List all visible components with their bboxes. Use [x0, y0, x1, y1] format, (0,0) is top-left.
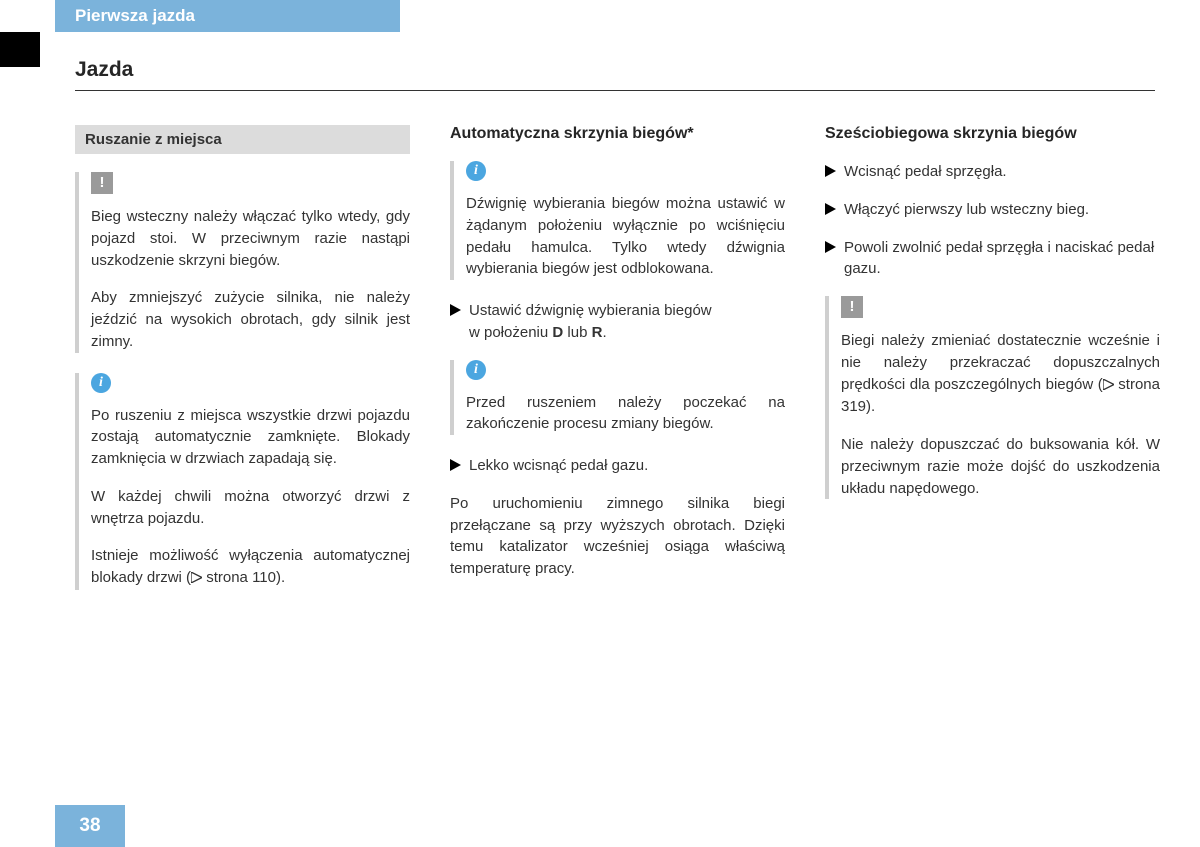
text-fragment: lub	[563, 324, 591, 341]
warning-text: Aby zmniejszyć zużycie silnika, nie nale…	[91, 287, 410, 352]
info-note: i Przed ruszeniem należy poczekać na zak…	[450, 360, 785, 436]
instruction-step: Powoli zwolnić pedał sprzęgła i naciskać…	[825, 237, 1160, 281]
chapter-title: Pierwsza jazda	[75, 6, 195, 25]
info-note: i Po ruszeniu z miejsca wszystkie drzwi …	[75, 373, 410, 590]
info-text: Po ruszeniu z miejsca wszystkie drzwi po…	[91, 405, 410, 470]
info-icon: i	[91, 373, 111, 393]
page-number: 38	[55, 805, 125, 847]
column-3: Sześciobiegowa skrzynia biegów Wcisnąć p…	[825, 125, 1160, 610]
info-icon: i	[466, 360, 486, 380]
step-text: Wcisnąć pedał sprzęgła.	[844, 161, 1007, 183]
gear-d: D	[552, 324, 563, 341]
side-tab	[0, 32, 40, 67]
info-text: W każdej chwili można otworzyć drzwi z w…	[91, 486, 410, 530]
text-fragment: strona 110).	[202, 569, 285, 586]
text-fragment: .	[602, 324, 606, 341]
chapter-header: Pierwsza jazda	[55, 0, 400, 32]
page-ref-icon	[191, 568, 202, 590]
step-bullet-icon	[825, 165, 836, 183]
gear-r: R	[592, 324, 603, 341]
info-icon: i	[466, 161, 486, 181]
info-text: Dźwignię wybierania biegów można ustawić…	[466, 193, 785, 280]
column-1: Ruszanie z miejsca ! Bieg wsteczny należ…	[75, 125, 410, 610]
warning-text: Biegi należy zmieniać dostatecznie wcześ…	[841, 330, 1160, 418]
page-number-text: 38	[79, 815, 100, 836]
content-columns: Ruszanie z miejsca ! Bieg wsteczny należ…	[75, 125, 1160, 610]
warning-icon: !	[841, 296, 863, 318]
step-text: Powoli zwolnić pedał sprzęgła i naciskać…	[844, 237, 1160, 281]
section-title: Jazda	[75, 58, 133, 82]
step-text: Ustawić dźwignię wybierania biegów w poł…	[469, 300, 785, 344]
step-text: Włączyć pierwszy lub wsteczny bieg.	[844, 199, 1089, 221]
step-text: Lekko wcisnąć pedał gazu.	[469, 455, 648, 477]
page-ref-icon	[1103, 375, 1114, 397]
instruction-step: Ustawić dźwignię wybierania biegów w poł…	[450, 300, 785, 344]
warning-note: ! Biegi należy zmieniać dostatecznie wcz…	[825, 296, 1160, 499]
warning-text: Nie należy dopuszczać do buksowania kół.…	[841, 434, 1160, 499]
info-note: i Dźwignię wybierania biegów można ustaw…	[450, 161, 785, 280]
info-text: Istnieje możliwość wyłączenia automatycz…	[91, 545, 410, 590]
subsection-heading: Sześciobiegowa skrzynia biegów	[825, 125, 1160, 143]
subsection-heading: Automatyczna skrzynia biegów*	[450, 125, 785, 143]
step-bullet-icon	[825, 241, 836, 281]
body-text: Po uruchomieniu zimnego silnika biegi pr…	[450, 493, 785, 580]
step-bullet-icon	[825, 203, 836, 221]
warning-note: ! Bieg wsteczny należy włączać tylko wte…	[75, 172, 410, 353]
instruction-step: Wcisnąć pedał sprzęgła.	[825, 161, 1160, 183]
column-2: Automatyczna skrzynia biegów* i Dźwignię…	[450, 125, 785, 610]
warning-icon: !	[91, 172, 113, 194]
instruction-step: Lekko wcisnąć pedał gazu.	[450, 455, 785, 477]
instruction-step: Włączyć pierwszy lub wsteczny bieg.	[825, 199, 1160, 221]
subsection-heading-box: Ruszanie z miejsca	[75, 125, 410, 154]
step-bullet-icon	[450, 459, 461, 477]
step-bullet-icon	[450, 304, 461, 344]
section-underline	[75, 90, 1155, 91]
warning-text: Bieg wsteczny należy włączać tylko wtedy…	[91, 206, 410, 271]
info-text: Przed ruszeniem należy poczekać na zakoń…	[466, 392, 785, 436]
